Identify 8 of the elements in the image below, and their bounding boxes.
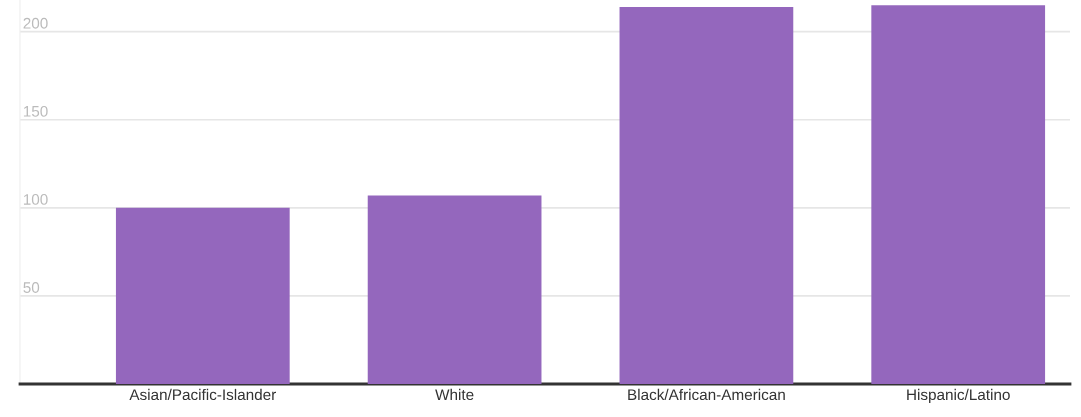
y-tick-label: 50 — [23, 282, 40, 293]
x-tick-label: Black/African-American — [628, 388, 785, 401]
x-tick-label: Hispanic/Latino — [907, 388, 1010, 404]
y-tick-label: 150 — [23, 105, 48, 117]
y-tick-label: 200 — [23, 17, 48, 29]
y-tick-label: 100 — [23, 194, 48, 205]
x-tick-label: White — [435, 388, 474, 401]
x-tick-label: Asian/Pacific-Islander — [129, 388, 276, 401]
